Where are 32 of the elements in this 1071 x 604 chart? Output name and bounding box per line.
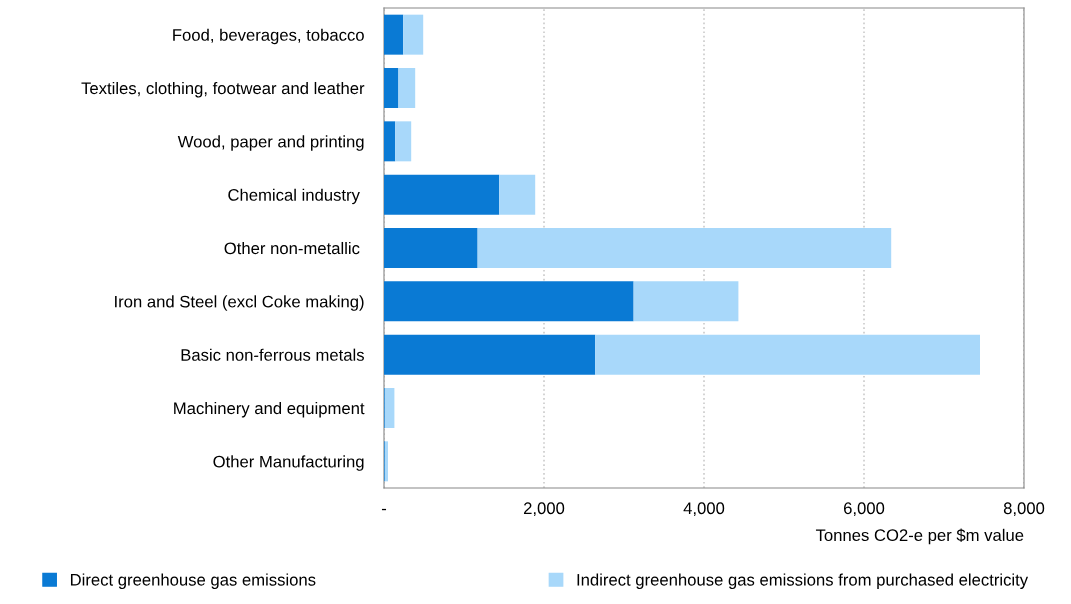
bar (384, 121, 396, 162)
bar (384, 68, 399, 108)
x-axis-title: Tonnes CO2-e per $m value (815, 528, 1024, 545)
y-tick-label: Wood, paper and printing (177, 135, 364, 151)
x-tick-label: 8,000 (1003, 502, 1045, 517)
y-tick-label: Basic non-ferrous metals (181, 348, 364, 361)
y-tick-label: Food, beverages, tobacco (173, 28, 364, 45)
legend-label: Direct greenhouse gas emissions (70, 573, 316, 589)
bar (633, 281, 739, 322)
bar (384, 14, 404, 55)
legend-label: Indirect greenhouse gas emissions from purchased electricity (577, 573, 1029, 589)
bar (384, 281, 634, 322)
bar (595, 334, 980, 375)
bar (398, 68, 416, 108)
bar (395, 121, 412, 162)
bar (384, 334, 596, 375)
y-tick-label: Chemical industry (228, 188, 360, 205)
bar (499, 174, 536, 215)
bar (384, 174, 500, 215)
y-tick-label: Other non-metallic (224, 241, 360, 255)
x-tick-label: - (381, 508, 387, 511)
bar (384, 388, 395, 428)
x-tick-label: 2,000 (523, 502, 565, 517)
x-tick-label: 6,000 (843, 502, 885, 517)
bar (477, 228, 892, 268)
x-tick-label: 4,000 (683, 502, 725, 517)
y-tick-label: Textiles, clothing, footwear and leather (81, 81, 365, 98)
bar (384, 228, 478, 268)
bar (403, 14, 424, 55)
y-tick-label: Iron and Steel (excl Coke making) (115, 295, 364, 311)
y-tick-label: Other Manufacturing (213, 455, 364, 471)
y-tick-label: Machinery and equipment (174, 401, 365, 418)
